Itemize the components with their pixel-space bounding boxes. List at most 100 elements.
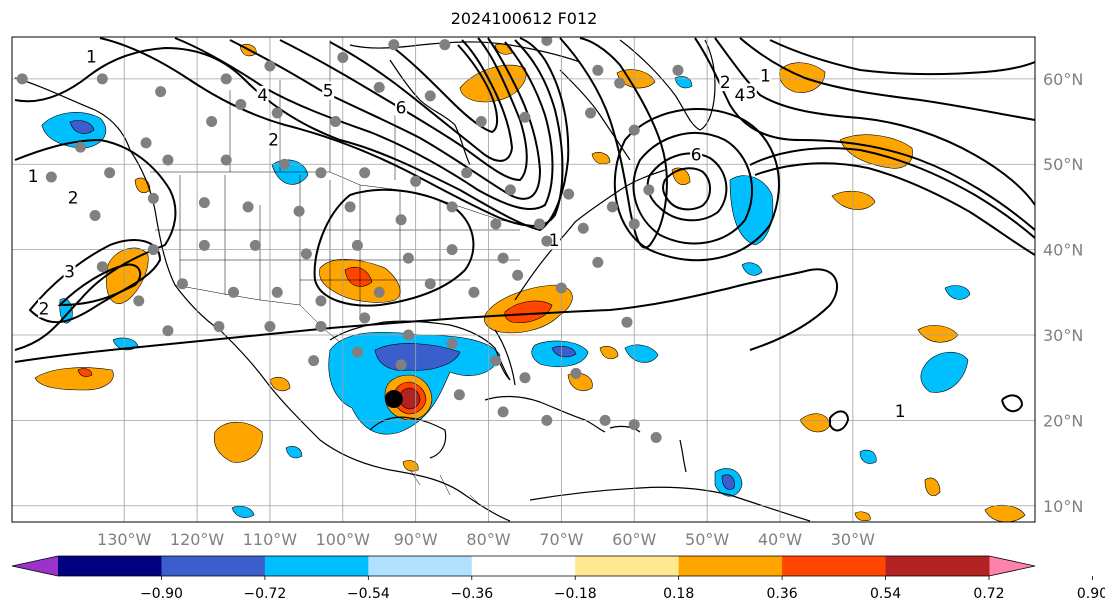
station-point <box>592 256 604 268</box>
colorbar-label: 0.90 <box>1077 586 1105 602</box>
colorbar-label: −0.90 <box>140 586 183 602</box>
contour-ridge-4 <box>229 37 542 200</box>
contour-label-background <box>63 262 76 281</box>
positive-anomaly-hurricane-inner <box>399 387 421 410</box>
latitude-label: 10°N <box>1043 497 1083 516</box>
station-point <box>242 201 254 213</box>
negative-anomaly-atlantic-2 <box>920 352 969 393</box>
station-point <box>461 167 473 179</box>
station-point <box>497 406 509 418</box>
station-point <box>410 175 422 187</box>
contour-east-trough-1 <box>559 37 668 249</box>
longitude-label: 80°W <box>466 530 510 549</box>
colorbar-label: −0.72 <box>243 586 286 602</box>
positive-anomaly-atlantic-east <box>831 190 876 210</box>
hurricane-center-marker <box>384 390 403 409</box>
station-point <box>570 367 582 379</box>
contour-west-2 <box>28 239 162 324</box>
positive-anomaly-southeast-core <box>504 300 553 323</box>
station-point <box>373 81 385 93</box>
contour-label: 4 <box>257 86 268 106</box>
station-point <box>621 316 633 328</box>
map-area <box>12 37 1035 522</box>
station-point <box>497 252 509 264</box>
contour-atlantic-low-4 <box>613 108 780 262</box>
contour-south <box>14 268 839 363</box>
negative-anomaly-small-7 <box>674 76 693 89</box>
longitude-label: 120°W <box>170 530 225 549</box>
latitude-label: 50°N <box>1043 155 1083 174</box>
latitude-label: 60°N <box>1043 70 1083 89</box>
positive-anomaly-small-6 <box>924 477 941 496</box>
station-point <box>599 414 611 426</box>
longitude-label: 70°W <box>539 530 583 549</box>
colorbar-outline <box>11 555 1036 577</box>
station-point <box>359 167 371 179</box>
colorbar-segment <box>58 556 162 576</box>
contour-label: 5 <box>323 82 334 102</box>
contour-greenland-5 <box>749 147 1035 239</box>
colorbar-segment <box>885 556 990 576</box>
contour-ridge-7 <box>389 44 498 134</box>
longitude-label: 90°W <box>394 530 438 549</box>
station-point <box>555 282 567 294</box>
contour-small-far-east <box>1001 394 1024 413</box>
station-point <box>147 192 159 204</box>
station-point <box>213 320 225 332</box>
positive-anomaly-plains-core <box>344 267 373 287</box>
gridlines <box>12 37 1035 522</box>
contour-label: 3 <box>745 83 756 103</box>
contour-label-background <box>27 167 40 186</box>
south-america-north <box>529 486 811 522</box>
contour-label-background <box>690 145 703 164</box>
station-point <box>351 239 363 251</box>
contour-label-background <box>894 401 907 420</box>
contour-label: 3 <box>64 263 75 283</box>
station-point <box>650 431 662 443</box>
station-point <box>337 51 349 63</box>
station-point <box>541 235 553 247</box>
contour-atlantic-low-2 <box>662 167 711 211</box>
station-point <box>315 320 327 332</box>
station-point <box>592 64 604 76</box>
latitude-label: 30°N <box>1043 326 1083 345</box>
state-lines-2 <box>155 229 520 281</box>
colorbar-label: 0.54 <box>870 586 901 602</box>
colorbar-label: −0.36 <box>450 586 493 602</box>
contour-label: 2 <box>68 188 79 208</box>
station-point <box>249 239 261 251</box>
station-point <box>534 218 546 230</box>
positive-anomaly-mexico <box>213 421 263 463</box>
station-point <box>519 372 531 384</box>
positive-anomaly-pacific-west <box>34 367 114 391</box>
negative-anomaly-small-4 <box>231 505 255 518</box>
station-point <box>475 116 487 128</box>
lesser-antilles <box>679 439 687 473</box>
colorbar-segment <box>264 556 369 576</box>
negative-anomaly-alaska-core <box>69 120 95 134</box>
colorbar-extend-low <box>12 556 58 576</box>
contour-label-background <box>322 81 335 100</box>
station-point <box>45 171 57 183</box>
station-point <box>96 73 108 85</box>
central-america-borders <box>409 469 481 506</box>
contour-label-background <box>759 66 772 85</box>
station-point <box>541 414 553 426</box>
contour-ridge-5 <box>279 37 528 182</box>
contour-label: 2 <box>268 130 279 150</box>
longitude-label: 40°W <box>758 530 802 549</box>
station-point <box>512 269 524 281</box>
colorbar-segment <box>161 556 266 576</box>
station-point <box>446 244 458 256</box>
contour-west-1 <box>14 138 177 351</box>
station-point <box>140 137 152 149</box>
station-point <box>468 286 480 298</box>
contour-label: 1 <box>86 47 97 67</box>
station-point <box>206 116 218 128</box>
positive-anomaly-small-12 <box>854 511 871 522</box>
station-point <box>439 39 451 51</box>
contour-greenland-3 <box>739 37 1035 121</box>
positive-anomaly-small-4 <box>591 152 611 165</box>
contour-label: 6 <box>691 146 702 166</box>
positive-anomaly-small-2 <box>599 346 619 360</box>
